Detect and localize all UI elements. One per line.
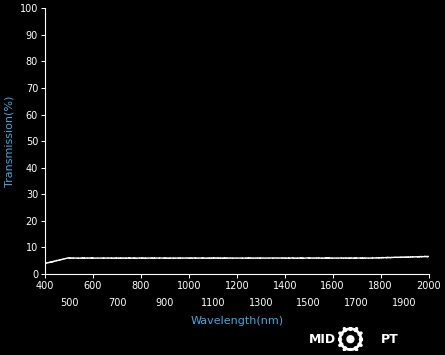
Text: PT: PT	[380, 333, 398, 345]
X-axis label: Wavelength(nm): Wavelength(nm)	[190, 316, 283, 326]
Y-axis label: Transmission(%): Transmission(%)	[4, 95, 14, 187]
Circle shape	[347, 336, 354, 343]
Text: MID: MID	[309, 333, 336, 345]
